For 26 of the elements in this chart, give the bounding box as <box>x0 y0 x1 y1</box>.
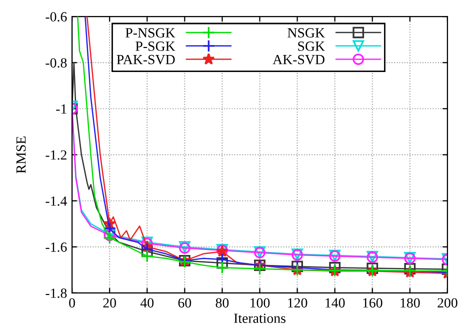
y-tick-label: -1.4 <box>46 196 67 206</box>
y-tick-label: -0.8 <box>46 58 67 68</box>
legend-label: P-NSGK <box>126 28 176 38</box>
x-tick-label: 100 <box>250 298 270 308</box>
x-tick-label: 40 <box>140 298 154 308</box>
y-tick-label: -0.6 <box>46 12 67 22</box>
x-tick-label: 80 <box>216 298 229 308</box>
legend-label: NSGK <box>288 28 325 38</box>
legend-label: AK-SVD <box>272 54 324 64</box>
x-tick-label: 20 <box>103 298 116 308</box>
y-tick-label: -1.8 <box>46 288 67 298</box>
y-tick-label: -1 <box>56 104 66 114</box>
x-tick-label: 0 <box>69 298 75 308</box>
x-tick-label: 140 <box>326 298 345 308</box>
x-tick-label: 120 <box>288 298 308 308</box>
x-tick-label: 180 <box>400 298 420 308</box>
legend-label: P-SGK <box>136 42 176 51</box>
x-tick-label: 160 <box>363 298 382 308</box>
x-tick-label: 60 <box>178 298 192 308</box>
y-axis-title: RMSE <box>16 136 26 174</box>
y-tick-label: -1.6 <box>46 242 67 252</box>
legend-label: PAK-SVD <box>116 54 175 64</box>
legend-label: SGK <box>298 42 325 51</box>
x-axis-title: Iterations <box>234 314 286 323</box>
x-tick-label: 200 <box>438 298 458 308</box>
y-tick-label: -1.2 <box>46 150 66 160</box>
